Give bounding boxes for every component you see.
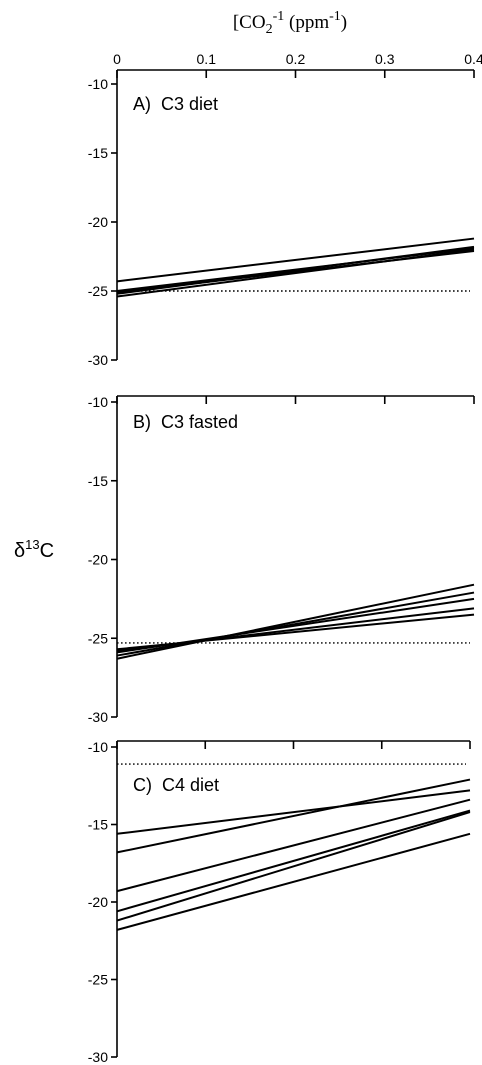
series-line bbox=[116, 798, 471, 893]
series-line bbox=[116, 613, 475, 651]
panels: -10 -15 -20 -25 -30 A) C3 diet -10 -15 -20 -25 -30… bbox=[88, 69, 475, 1065]
y-tick-label: -20 bbox=[88, 552, 108, 568]
panel-c: -10 -15 -20 -25 -30 C) C4 diet bbox=[88, 739, 471, 1065]
top-axis-title-sup: -1 bbox=[273, 9, 285, 24]
y-tick-label: -15 bbox=[88, 473, 108, 489]
y-tick-label: -15 bbox=[88, 145, 108, 161]
y-axis-label-element: C bbox=[40, 540, 54, 562]
panel-a: -10 -15 -20 -25 -30 A) C3 diet bbox=[88, 69, 475, 368]
y-axis-label-sup: 13 bbox=[25, 537, 39, 552]
y-tick-label: -25 bbox=[88, 283, 108, 299]
panel-label: B) C3 fasted bbox=[133, 412, 238, 432]
y-axis-label: δ13C bbox=[14, 537, 54, 562]
top-axis-title-sub: 2 bbox=[266, 22, 273, 37]
y-tick-label: -25 bbox=[88, 972, 108, 988]
series-line bbox=[116, 583, 475, 660]
y-tick-label: -10 bbox=[88, 739, 108, 755]
series-line bbox=[116, 237, 475, 283]
series-line bbox=[116, 789, 471, 835]
series-line bbox=[116, 778, 471, 854]
y-tick-label: -30 bbox=[88, 1049, 108, 1065]
top-axis-title-unit-close: ) bbox=[341, 12, 347, 33]
series-line bbox=[116, 809, 471, 913]
top-tick-label: 0 bbox=[113, 51, 121, 67]
y-tick-label: -10 bbox=[88, 76, 108, 92]
series-line bbox=[116, 811, 471, 922]
panel-label: A) C3 diet bbox=[133, 94, 218, 114]
panel-label: C) C4 diet bbox=[133, 775, 219, 795]
top-axis-ticks: 0 0.1 0.2 0.3 0.4 bbox=[113, 51, 482, 67]
series-line bbox=[116, 591, 475, 657]
top-tick-label: 0.2 bbox=[286, 51, 306, 67]
top-axis-title-unit-sup: -1 bbox=[329, 9, 341, 24]
top-axis-title: [CO2-1 (ppm-1) bbox=[233, 9, 347, 37]
y-tick-label: -15 bbox=[88, 817, 108, 833]
y-tick-label: -30 bbox=[88, 352, 108, 368]
top-axis-title-main: [CO bbox=[233, 12, 266, 33]
y-tick-label: -20 bbox=[88, 214, 108, 230]
y-axis-label-delta: δ bbox=[14, 540, 25, 562]
top-tick-label: 0.3 bbox=[375, 51, 395, 67]
top-axis-title-unit-open: (ppm bbox=[284, 12, 329, 33]
y-tick-label: -20 bbox=[88, 894, 108, 910]
y-tick-label: -25 bbox=[88, 630, 108, 646]
series-line bbox=[116, 249, 475, 294]
y-tick-label: -10 bbox=[88, 394, 108, 410]
panel-b: -10 -15 -20 -25 -30 B) C3 fasted bbox=[88, 394, 475, 725]
y-tick-label: -30 bbox=[88, 709, 108, 725]
top-tick-label: 0.4 bbox=[464, 51, 482, 67]
series-line bbox=[116, 832, 471, 931]
top-tick-label: 0.1 bbox=[197, 51, 217, 67]
